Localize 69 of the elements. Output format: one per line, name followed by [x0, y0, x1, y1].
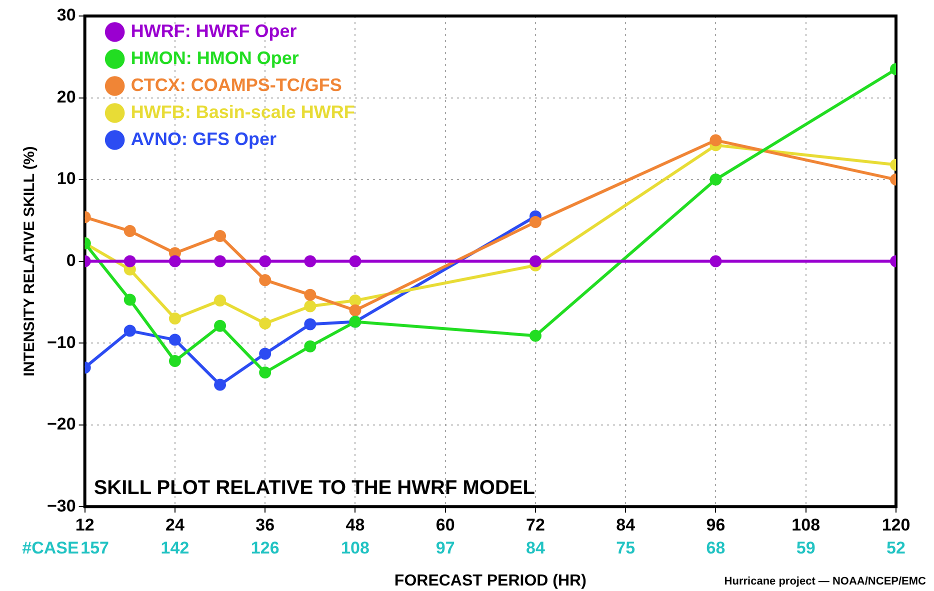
- point: [124, 225, 136, 238]
- x-tick-label: 108: [792, 515, 820, 534]
- annotation: SKILL PLOT RELATIVE TO THE HWRF MODEL: [94, 477, 535, 500]
- point: [124, 324, 136, 337]
- x-axis-title: FORECAST PERIOD (HR): [394, 572, 586, 590]
- point: [304, 255, 316, 268]
- text: 142: [160, 538, 190, 558]
- x-tick-label: 84: [616, 515, 636, 534]
- y-tick-label: 30: [56, 6, 76, 25]
- point: [259, 348, 272, 360]
- x-tick-label: 36: [256, 515, 275, 534]
- legend-label: HMON: HMON Oper: [130, 48, 299, 68]
- legend-label: HWFB: Basin-scale HWRF: [130, 102, 355, 122]
- text: 52: [886, 538, 906, 558]
- x-tick-label: 24: [166, 515, 185, 534]
- x-tick-label: 60: [436, 515, 455, 534]
- x-tick-label: 48: [346, 515, 365, 534]
- y-tick-label: 10: [56, 169, 76, 188]
- text: 108: [341, 538, 370, 558]
- text: 59: [796, 538, 816, 558]
- point: [710, 174, 722, 186]
- x-tick-label: 72: [526, 515, 545, 534]
- point: [259, 317, 272, 330]
- point: [304, 340, 316, 352]
- legend-label: CTCX: COAMPS-TC/GFS: [130, 74, 342, 95]
- point: [168, 312, 181, 325]
- text: 84: [526, 538, 546, 558]
- point: [710, 134, 722, 146]
- point: [214, 294, 226, 307]
- point: [259, 274, 272, 286]
- y-tick-label: 20: [56, 87, 76, 106]
- point: [214, 320, 226, 332]
- y-tick-label: −20: [46, 414, 76, 434]
- point: [168, 355, 181, 368]
- y-tick-label: −10: [46, 332, 76, 352]
- legend-label: AVNO: GFS Oper: [130, 128, 277, 149]
- point: [259, 366, 272, 379]
- point: [259, 255, 272, 268]
- text: Hurricane project — NOAA/NCEP/EMC: [724, 576, 926, 588]
- x-tick-label: 12: [75, 515, 94, 534]
- text: 68: [706, 538, 726, 558]
- point: [214, 378, 226, 391]
- point: [304, 318, 316, 330]
- point: [529, 216, 542, 228]
- point: [349, 255, 362, 268]
- point: [349, 294, 362, 307]
- x-tick-label: 120: [882, 515, 910, 534]
- point: [168, 255, 181, 268]
- point: [349, 304, 362, 316]
- x-tick-label: 96: [706, 515, 726, 534]
- y-tick-label: 0: [66, 250, 76, 270]
- point: [304, 300, 316, 312]
- point: [214, 255, 226, 268]
- point: [529, 330, 542, 342]
- point: [304, 288, 316, 301]
- text: 75: [616, 538, 636, 558]
- point: [214, 230, 226, 242]
- text: 97: [436, 538, 455, 558]
- y-axis-title: INTENSITY RELATIVE SKILL (%): [21, 146, 38, 376]
- text: #CASE: [22, 538, 79, 558]
- point: [168, 334, 181, 346]
- text: 157: [80, 538, 110, 558]
- point: [124, 255, 136, 268]
- text: 126: [250, 538, 280, 558]
- point: [124, 294, 136, 306]
- legend-label: HWRF: HWRF Oper: [130, 20, 297, 41]
- y-tick-label: −30: [46, 496, 76, 516]
- point: [529, 255, 542, 268]
- point: [710, 255, 722, 268]
